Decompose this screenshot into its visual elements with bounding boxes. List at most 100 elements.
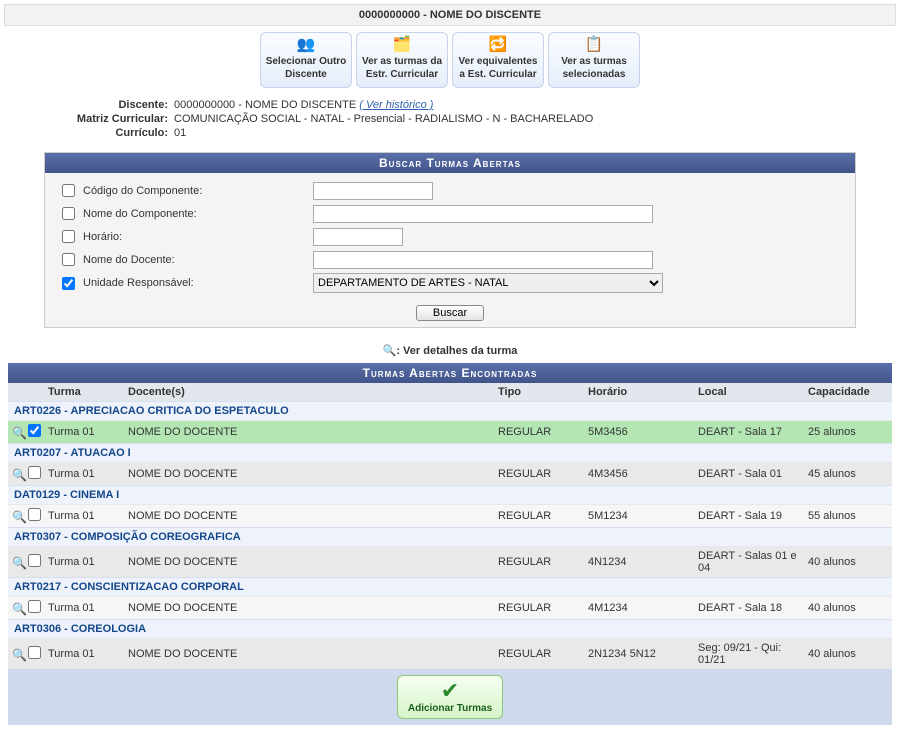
ver-historico-link[interactable]: ( Ver histórico ) xyxy=(359,99,433,111)
col-docente: Docente(s) xyxy=(128,386,498,398)
toolbar-label: Ver as turmas da Estr. Curricular xyxy=(362,56,442,80)
toolbar-icon: 🗂️ xyxy=(361,37,443,53)
cell-tipo: REGULAR xyxy=(498,648,588,660)
cell-horario: 4M1234 xyxy=(588,602,698,614)
cell-tipo: REGULAR xyxy=(498,510,588,522)
unidade-checkbox[interactable] xyxy=(62,277,75,290)
cell-capacidade: 40 alunos xyxy=(808,556,888,568)
magnifier-icon[interactable]: 🔍 xyxy=(12,510,26,524)
cell-tipo: REGULAR xyxy=(498,468,588,480)
cell-local: DEART - Sala 01 xyxy=(698,468,808,480)
class-row-checkbox[interactable] xyxy=(28,424,41,437)
page-title: 0000000000 - NOME DO DISCENTE xyxy=(4,4,896,26)
magnifier-icon[interactable]: 🔍 xyxy=(12,426,26,440)
class-row: 🔍 Turma 01NOME DO DOCENTEREGULAR2N1234 5N… xyxy=(8,638,892,669)
buscar-button[interactable]: Buscar xyxy=(416,305,484,321)
docente-label: Nome do Docente: xyxy=(83,254,313,266)
class-row: 🔍Turma 01NOME DO DOCENTEREGULAR5M1234DEA… xyxy=(8,504,892,527)
toolbar-icon: 👥 xyxy=(265,37,347,53)
horario-checkbox[interactable] xyxy=(62,230,75,243)
toolbar-label: Ver as turmas selecionadas xyxy=(561,56,627,80)
search-panel: Buscar Turmas Abertas Código do Componen… xyxy=(44,152,856,328)
course-header: DAT0129 - CINEMA I xyxy=(8,485,892,504)
toolbar: 👥 Selecionar Outro Discente 🗂️ Ver as turma… xyxy=(4,32,896,88)
search-row-codigo: Código do Componente: xyxy=(53,179,847,202)
class-row: 🔍Turma 01NOME DO DOCENTEREGULAR4M1234DEA… xyxy=(8,596,892,619)
search-row-horario: Horário: xyxy=(53,225,847,248)
check-icon: ✔ xyxy=(408,680,492,702)
nome-label: Nome do Componente: xyxy=(83,208,313,220)
magnifier-icon[interactable]: 🔍 xyxy=(12,602,26,616)
col-local: Local xyxy=(698,386,808,398)
cell-turma: Turma 01 xyxy=(48,648,128,660)
adicionar-turmas-label: Adicionar Turmas xyxy=(408,703,492,714)
horario-label: Horário: xyxy=(83,231,313,243)
discente-value: 0000000000 - NOME DO DISCENTE ( Ver hist… xyxy=(174,99,856,111)
cell-docente: NOME DO DOCENTE xyxy=(128,426,498,438)
cell-horario: 2N1234 5N12 xyxy=(588,648,698,660)
toolbar-label: Ver equivalentes a Est. Curricular xyxy=(459,56,538,80)
toolbar-button-2[interactable]: 🔁Ver equivalentes a Est. Curricular xyxy=(452,32,544,88)
toolbar-button-0[interactable]: 👥 Selecionar Outro Discente xyxy=(260,32,352,88)
matriz-label: Matriz Curricular: xyxy=(44,113,174,125)
cell-turma: Turma 01 xyxy=(48,510,128,522)
col-capacidade: Capacidade xyxy=(808,386,888,398)
cell-capacidade: 55 alunos xyxy=(808,510,888,522)
cell-capacidade: 25 alunos xyxy=(808,426,888,438)
cell-tipo: REGULAR xyxy=(498,556,588,568)
cell-docente: NOME DO DOCENTE xyxy=(128,556,498,568)
magnifier-icon[interactable]: 🔍 xyxy=(12,648,26,662)
course-header: ART0306 - COREOLOGIA xyxy=(8,619,892,638)
adicionar-turmas-button[interactable]: ✔ Adicionar Turmas xyxy=(397,675,503,719)
docente-input[interactable] xyxy=(313,251,653,269)
toolbar-label: Selecionar Outro Discente xyxy=(266,56,347,80)
class-row-checkbox[interactable] xyxy=(28,600,41,613)
col-horario: Horário xyxy=(588,386,698,398)
class-row-checkbox[interactable] xyxy=(28,646,41,659)
codigo-input[interactable] xyxy=(313,182,433,200)
unidade-select[interactable]: DEPARTAMENTO DE ARTES - NATAL xyxy=(313,273,663,293)
nome-checkbox[interactable] xyxy=(62,207,75,220)
nome-input[interactable] xyxy=(313,205,653,223)
cell-turma: Turma 01 xyxy=(48,426,128,438)
search-row-nome: Nome do Componente: xyxy=(53,202,847,225)
cell-turma: Turma 01 xyxy=(48,602,128,614)
codigo-checkbox[interactable] xyxy=(62,184,75,197)
results-panel-title: Turmas Abertas Encontradas xyxy=(8,363,892,383)
legend-text: : Ver detalhes da turma xyxy=(396,345,517,357)
docente-checkbox[interactable] xyxy=(62,253,75,266)
cell-capacidade: 40 alunos xyxy=(808,602,888,614)
magnifier-icon: 🔍 xyxy=(383,345,397,357)
toolbar-button-3[interactable]: 📋 Ver as turmas selecionadas xyxy=(548,32,640,88)
col-turma: Turma xyxy=(48,386,128,398)
course-header: ART0226 - APRECIACAO CRITICA DO ESPETACU… xyxy=(8,401,892,420)
class-row-checkbox[interactable] xyxy=(28,554,41,567)
class-row-checkbox[interactable] xyxy=(28,466,41,479)
horario-input[interactable] xyxy=(313,228,403,246)
cell-tipo: REGULAR xyxy=(498,602,588,614)
col-tipo: Tipo xyxy=(498,386,588,398)
toolbar-icon: 📋 xyxy=(553,37,635,53)
course-header: ART0217 - CONSCIENTIZACAO CORPORAL xyxy=(8,577,892,596)
cell-turma: Turma 01 xyxy=(48,468,128,480)
class-row: 🔍Turma 01NOME DO DOCENTEREGULAR4N1234DEA… xyxy=(8,546,892,577)
magnifier-icon[interactable]: 🔍 xyxy=(12,468,26,482)
results-panel: Turmas Abertas Encontradas Turma Docente… xyxy=(8,363,892,669)
discente-text: 0000000000 - NOME DO DISCENTE xyxy=(174,99,356,111)
class-row-checkbox[interactable] xyxy=(28,508,41,521)
magnifier-icon[interactable]: 🔍 xyxy=(12,556,26,570)
legend: 🔍: Ver detalhes da turma xyxy=(4,338,896,363)
course-header: ART0207 - ATUACAO I xyxy=(8,443,892,462)
cell-local: DEART - Sala 19 xyxy=(698,510,808,522)
cell-docente: NOME DO DOCENTE xyxy=(128,648,498,660)
curriculo-value: 01 xyxy=(174,127,856,139)
course-header: ART0307 - COMPOSIÇÃO COREOGRAFICA xyxy=(8,527,892,546)
cell-horario: 4M3456 xyxy=(588,468,698,480)
cell-local: DEART - Sala 17 xyxy=(698,426,808,438)
cell-capacidade: 40 alunos xyxy=(808,648,888,660)
cell-local: DEART - Sala 18 xyxy=(698,602,808,614)
cell-local: DEART - Salas 01 e 04 xyxy=(698,550,808,574)
toolbar-button-1[interactable]: 🗂️ Ver as turmas da Estr. Curricular xyxy=(356,32,448,88)
cell-local: Seg: 09/21 - Qui: 01/21 xyxy=(698,642,808,666)
cell-docente: NOME DO DOCENTE xyxy=(128,510,498,522)
